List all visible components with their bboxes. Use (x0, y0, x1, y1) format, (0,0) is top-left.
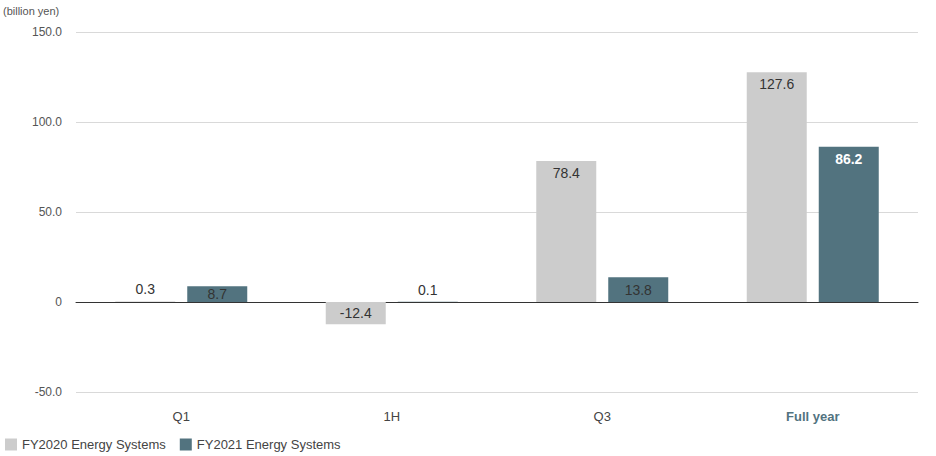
svg-text:-12.4: -12.4 (340, 305, 372, 321)
svg-text:86.2: 86.2 (835, 151, 862, 167)
svg-text:0.1: 0.1 (418, 282, 438, 298)
svg-text:8.7: 8.7 (208, 286, 228, 302)
svg-text:1H: 1H (383, 409, 400, 424)
svg-text:FY2020 Energy Systems: FY2020 Energy Systems (22, 437, 166, 452)
svg-text:13.8: 13.8 (625, 282, 652, 298)
svg-text:0: 0 (55, 295, 62, 309)
svg-text:78.4: 78.4 (553, 165, 580, 181)
svg-text:(billion yen): (billion yen) (3, 5, 59, 17)
svg-text:Q1: Q1 (173, 409, 190, 424)
svg-text:100.0: 100.0 (32, 115, 62, 129)
svg-text:Full year: Full year (786, 409, 839, 424)
svg-text:150.0: 150.0 (32, 25, 62, 39)
svg-text:-50.0: -50.0 (35, 385, 63, 399)
svg-text:FY2021 Energy Systems: FY2021 Energy Systems (197, 437, 341, 452)
svg-text:0.3: 0.3 (136, 281, 156, 297)
svg-text:127.6: 127.6 (759, 76, 794, 92)
svg-text:50.0: 50.0 (39, 205, 63, 219)
svg-text:Q3: Q3 (594, 409, 611, 424)
